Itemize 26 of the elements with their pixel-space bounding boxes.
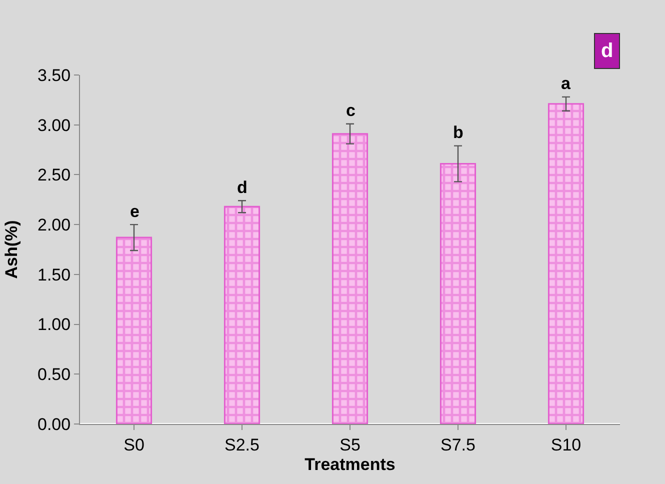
text: d (601, 40, 614, 62)
bar (224, 206, 260, 424)
y-tick-label: 3.50 (38, 66, 71, 85)
y-axis-title: Ash(%) (2, 220, 22, 279)
x-tick-label: S10 (550, 435, 582, 454)
x-tick-label: S2.5 (224, 435, 260, 454)
y-tick-label: 0.00 (38, 414, 71, 434)
y-tick-label: 0.50 (38, 365, 71, 384)
x-tick-label: S7.5 (440, 435, 476, 454)
x-tick-label: S5 (340, 435, 360, 454)
data-label: b (453, 123, 464, 142)
x-tick-label: S0 (124, 435, 144, 454)
y-tick-label: 2.50 (38, 166, 71, 185)
bar (440, 163, 476, 424)
x-axis-title: Treatments (304, 454, 396, 474)
y-tick-label: 3.00 (38, 116, 71, 135)
data-label: e (130, 202, 140, 221)
y-tick-label: 2.00 (38, 216, 71, 235)
data-label: c (346, 101, 356, 120)
bar (332, 133, 368, 424)
bar (548, 103, 584, 424)
bar (116, 236, 152, 424)
data-label: d (237, 178, 248, 197)
y-tick-label: 1.50 (38, 265, 71, 284)
data-label: a (561, 74, 571, 93)
y-tick-label: 1.00 (38, 315, 71, 334)
